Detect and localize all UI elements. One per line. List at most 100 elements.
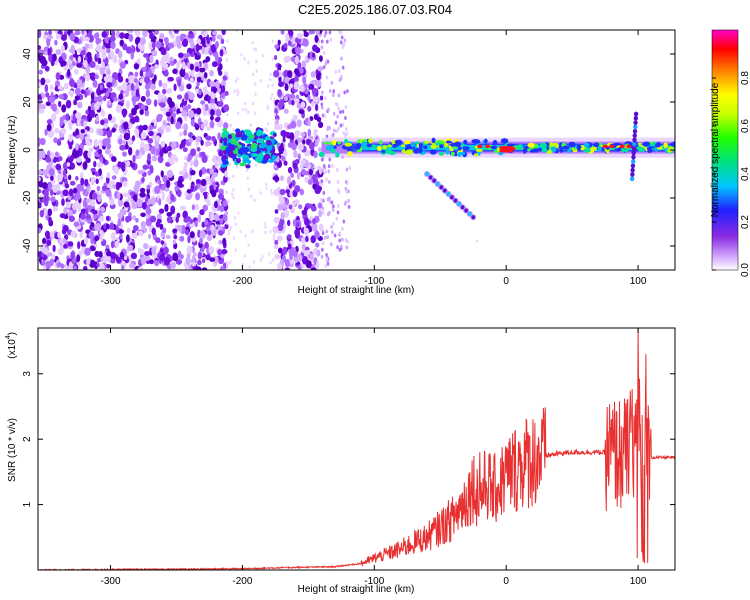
noise-speckle <box>73 221 80 227</box>
noise-speckle <box>149 215 157 223</box>
faint-speckle <box>269 229 272 234</box>
noise-speckle <box>223 104 230 112</box>
noise-speckle <box>161 94 166 100</box>
noise-speckle <box>287 70 293 78</box>
noise-speckle <box>41 260 46 266</box>
spike-mark <box>632 137 637 143</box>
noise-speckle <box>125 46 133 54</box>
noise-speckle <box>277 39 281 46</box>
noise-speckle <box>179 106 184 113</box>
noise-speckle <box>305 236 309 243</box>
noise-speckle <box>92 79 98 88</box>
band-mark <box>347 148 352 152</box>
noise-speckle <box>39 245 46 253</box>
noise-speckle <box>112 184 116 189</box>
noise-speckle <box>294 199 300 205</box>
noise-speckle <box>276 235 283 242</box>
noise-speckle <box>114 240 120 248</box>
noise-speckle <box>212 87 217 94</box>
cluster-mark <box>267 159 275 163</box>
noise-speckle <box>75 143 79 151</box>
noise-speckle <box>206 126 211 131</box>
noise-speckle <box>122 180 128 187</box>
noise-speckle <box>200 100 206 105</box>
faint-speckle <box>330 224 333 229</box>
band-mark <box>382 145 388 150</box>
band-mark <box>424 140 429 144</box>
noise-speckle <box>158 208 165 214</box>
noise-speckle <box>93 160 97 168</box>
spike-mark <box>631 154 636 160</box>
noise-speckle <box>186 83 192 90</box>
noise-speckle <box>193 159 199 168</box>
noise-speckle <box>157 92 162 101</box>
noise-speckle <box>38 227 42 234</box>
noise-speckle <box>38 169 43 176</box>
faint-speckle <box>325 229 329 234</box>
noise-speckle <box>83 150 90 159</box>
snr-x-tick-label: 0 <box>503 576 509 587</box>
faint-speckle <box>347 189 350 194</box>
noise-speckle <box>317 66 324 72</box>
noise-speckle <box>209 168 215 175</box>
noise-speckle <box>106 100 112 106</box>
band-mark <box>401 144 406 148</box>
noise-speckle <box>217 205 225 212</box>
faint-speckle <box>324 30 328 35</box>
noise-speckle <box>177 189 182 198</box>
faint-speckle <box>267 252 271 256</box>
noise-speckle <box>38 188 42 194</box>
faint-speckle <box>322 163 326 168</box>
noise-speckle <box>181 38 189 48</box>
noise-speckle <box>199 237 203 244</box>
noise-speckle <box>57 231 61 239</box>
noise-speckle <box>72 131 77 137</box>
noise-speckle <box>278 218 285 226</box>
noise-speckle <box>189 63 195 71</box>
faint-speckle <box>271 57 274 62</box>
faint-speckle <box>339 40 343 45</box>
snr-plot <box>38 328 675 570</box>
streak-mark <box>425 172 429 176</box>
noise-speckle <box>127 244 134 252</box>
spike-mark <box>631 146 637 151</box>
band-mark <box>562 145 570 150</box>
noise-speckle <box>210 212 215 221</box>
noise-speckle <box>187 109 195 119</box>
noise-speckle <box>67 241 74 247</box>
band-mark <box>429 149 437 155</box>
noise-speckle <box>224 223 229 230</box>
noise-speckle <box>100 119 105 126</box>
noise-speckle <box>62 189 69 197</box>
noise-speckle <box>163 256 171 266</box>
band-mark <box>559 148 564 153</box>
faint-speckle <box>320 39 324 44</box>
faint-speckle <box>253 47 256 52</box>
noise-speckle <box>215 80 220 89</box>
noise-speckle <box>160 170 164 178</box>
noise-speckle <box>195 203 199 211</box>
band-mark <box>527 148 531 152</box>
noise-speckle <box>280 142 284 150</box>
noise-speckle <box>199 67 206 73</box>
noise-speckle <box>123 201 130 208</box>
band-mark <box>541 146 548 152</box>
noise-speckle <box>71 202 78 210</box>
noise-speckle <box>85 109 89 115</box>
noise-speckle <box>218 239 223 245</box>
faint-speckle <box>232 174 235 179</box>
hot-spot <box>485 144 491 149</box>
noise-speckle <box>88 231 95 239</box>
noise-speckle <box>68 78 75 87</box>
noise-speckle <box>181 109 188 118</box>
noise-speckle <box>160 184 166 191</box>
noise-speckle <box>290 201 296 207</box>
colorbar: Normalized spectral amplitude <box>710 29 739 271</box>
snr-multiplier-open: (x10 <box>7 339 18 359</box>
faint-speckle <box>320 254 324 259</box>
noise-speckle <box>126 227 131 234</box>
noise-speckle <box>139 109 144 116</box>
noise-speckle <box>142 30 148 38</box>
cluster-mark <box>235 157 241 164</box>
faint-speckle <box>267 84 270 88</box>
